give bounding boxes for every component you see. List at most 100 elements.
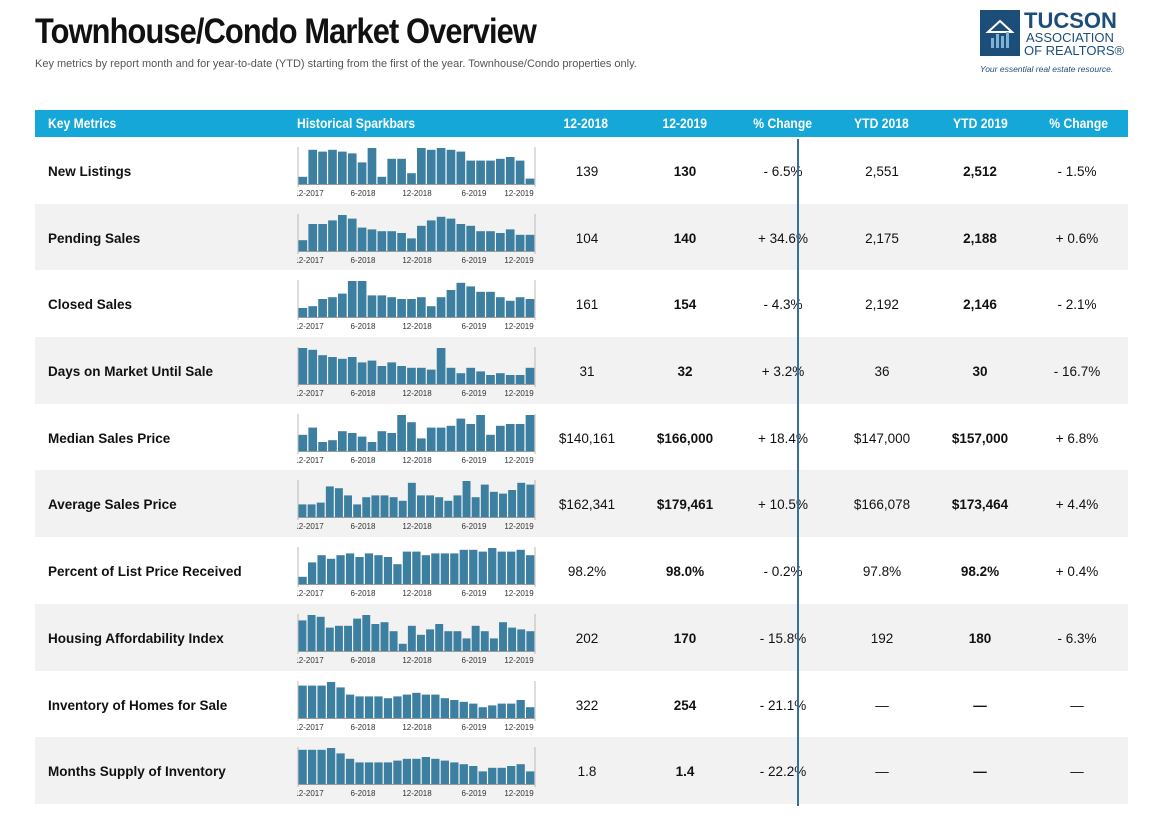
sparkbar [431, 758, 440, 785]
sparkbar [318, 299, 327, 318]
sparkbar [466, 286, 476, 318]
sparkbar-axis-label: 6-2019 [462, 723, 487, 732]
value-12-2018: 139 [575, 164, 599, 179]
value-ytd-2019: $157,000 [951, 430, 1009, 446]
sparkbar [357, 362, 367, 385]
value-12-2018: 322 [575, 697, 599, 713]
sparkbar [377, 230, 387, 251]
sparkbar [526, 485, 535, 518]
sparkbar-axis-label: 6-2018 [351, 189, 376, 198]
sparkbar [480, 631, 489, 651]
sparkbar [466, 225, 476, 251]
sparkbar [426, 427, 436, 451]
sparkbar [489, 638, 498, 651]
sparkbar [397, 158, 406, 184]
value-ytd-2018: 2,175 [865, 230, 899, 246]
sparkbar-axis-label: 12-2019 [504, 456, 534, 465]
header-ytd-2018: YTD 2018 [854, 116, 909, 131]
sparkbar [444, 631, 453, 651]
page-subtitle: Key metrics by report month and for year… [35, 58, 637, 70]
value-ytd-pct-change: — [1070, 697, 1084, 713]
value-pct-change: + 18.4% [758, 430, 808, 446]
sparkbar [417, 297, 426, 318]
sparkbar-axis-label: 12-2017 [297, 256, 324, 265]
header-key-metrics: Key Metrics [48, 116, 117, 131]
sparkbar [355, 762, 364, 785]
metric-label: Pending Sales [48, 230, 141, 246]
sparkbar-axis-label: 12-2017 [297, 389, 324, 398]
sparkbar-axis-label: 6-2018 [351, 256, 376, 265]
sparkbar [347, 218, 357, 251]
sparkbar [505, 157, 515, 184]
sparkbar-chart: 12-2017 6-2018 12-2018 6-2019 12-2019 [297, 613, 536, 665]
sparkbar [469, 703, 478, 718]
sparkbar [497, 767, 506, 785]
sparkbar-axis-label: 12-2017 [297, 723, 324, 732]
sparkbar [334, 625, 343, 651]
sparkbar [357, 162, 367, 184]
sparkbar-axis-label: 6-2019 [462, 589, 487, 598]
sparkbar [426, 495, 435, 518]
sparkbar [325, 627, 334, 651]
sparkbar [456, 223, 466, 251]
sparkbar [328, 439, 337, 451]
logo-text-realtors: OF REALTORS® [1024, 43, 1125, 58]
logo-text-tucson: TUCSON [1024, 8, 1117, 33]
sparkbar [421, 694, 431, 718]
sparkbar [338, 293, 347, 318]
sparkbar [488, 548, 497, 585]
sparkbar [497, 703, 506, 718]
sparkbar [426, 306, 436, 318]
sparkbar [462, 638, 471, 651]
sparkbar [367, 295, 377, 318]
value-12-2019: $179,461 [656, 497, 714, 513]
sparkbar [307, 504, 316, 518]
sparkbar [407, 367, 416, 385]
sparkbar-chart: 12-2017 6-2018 12-2018 6-2019 12-2019 [297, 347, 536, 398]
sparkbar [525, 178, 535, 184]
sparkbar [318, 355, 327, 385]
sparkbar [507, 766, 516, 785]
sparkbar [398, 501, 407, 518]
sparkbar [298, 348, 308, 385]
sparkbar [298, 434, 308, 451]
table-row: Percent of List Price Received 12-2017 6-2… [35, 537, 1128, 604]
value-pct-change: - 22.2% [759, 764, 807, 780]
sparkbar [389, 497, 398, 518]
sparkbar [489, 492, 498, 518]
sparkbar [446, 367, 456, 385]
sparkbar [393, 760, 402, 785]
sparkbar [417, 367, 426, 385]
sparkbar-axis-label: 12-2017 [297, 656, 324, 665]
sparkbar-chart: 12-2017 6-2018 12-2018 6-2019 12-2019 [297, 213, 536, 265]
sparkbar [505, 423, 515, 451]
sparkbar-axis-label: 12-2019 [504, 789, 534, 798]
sparkbar [450, 762, 459, 785]
value-ytd-pct-change: - 16.7% [1053, 364, 1101, 380]
sparkbar [459, 549, 468, 585]
value-ytd-2019: 98.2% [960, 564, 1000, 580]
sparkbar [364, 553, 374, 585]
sparkbar-axis-label: 12-2019 [504, 522, 534, 531]
value-ytd-pct-change: + 6.8% [1055, 430, 1099, 446]
value-12-2018: $162,341 [558, 497, 616, 513]
sparkbar [328, 149, 337, 184]
sparkbar [338, 358, 347, 385]
sparkbar [336, 686, 345, 718]
table-row: Housing Affordability Index 12-2017 6-2018… [35, 603, 1128, 671]
sparkbar [387, 297, 397, 318]
sparkbar [357, 227, 367, 251]
sparkbar-chart: 12-2017 6-2018 12-2018 6-2019 12-2019 [297, 280, 536, 331]
sparkbar [407, 421, 416, 451]
sparkbar [426, 369, 436, 385]
sparkbar [338, 214, 347, 251]
sparkbar [515, 375, 525, 385]
sparkbar-axis-label: 6-2018 [351, 456, 376, 465]
sparkbar [338, 151, 347, 184]
sparkbar [508, 627, 517, 651]
value-ytd-pct-change: - 6.3% [1057, 630, 1097, 646]
sparkbar [456, 373, 466, 385]
sparkbar [476, 414, 485, 451]
sparkbar [486, 434, 495, 451]
sparkbar-chart: 12-2017 6-2018 12-2018 6-2019 12-2019 [297, 680, 536, 732]
